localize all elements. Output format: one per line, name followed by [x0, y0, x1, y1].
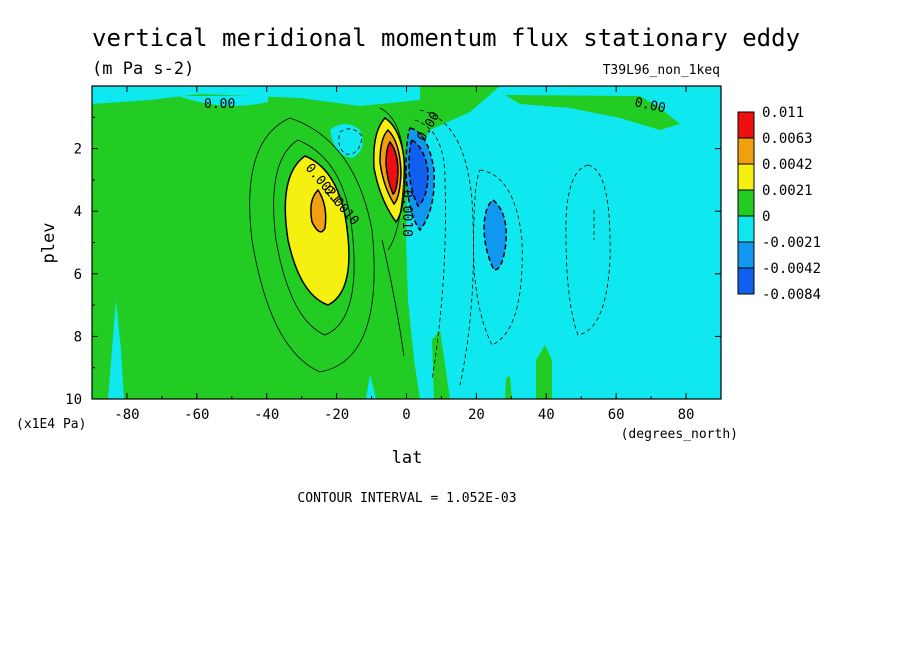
- contour-eq-pos2: [381, 239, 405, 357]
- y-tick-label: 4: [74, 204, 82, 220]
- contour-interval-label: CONTOUR INTERVAL = 1.052E-03: [297, 491, 516, 506]
- colorbar: 0.011 0.0063 0.0042 0.0021 0 -0.0021 -0.0042 -0…: [737, 105, 821, 303]
- x-tick-label: -40: [254, 407, 279, 423]
- x-axis: -80 -60 -40 -20 0 20 40 60 80: [91, 86, 722, 423]
- x-tick-label: -80: [114, 407, 139, 423]
- x-tick-label: 60: [608, 407, 625, 423]
- colorbar-level-label: -0.0042: [762, 261, 821, 277]
- colorbar-swatch: [737, 189, 755, 217]
- dashed-contour-lines: [338, 109, 611, 386]
- colorbar-swatch: [737, 241, 755, 269]
- green-spike-28N: [505, 376, 512, 399]
- x-tick-label: 40: [538, 407, 555, 423]
- colorbar-level-label: 0.0042: [762, 157, 813, 173]
- southern-maximum-core: [310, 188, 327, 233]
- northern-negative-region: [406, 86, 721, 399]
- colorbar-level-label: -0.0021: [762, 235, 821, 251]
- y-tick-label: 2: [74, 142, 82, 158]
- subtropical-negative-region: [483, 199, 507, 271]
- x-tick-label: -20: [324, 407, 349, 423]
- contour-n1: [414, 119, 446, 381]
- units-label: (m Pa s-2): [92, 59, 194, 79]
- colorbar-level-label: 0: [762, 209, 770, 225]
- colorbar-swatch: [737, 163, 755, 191]
- y-units-label: (x1E4 Pa): [16, 417, 86, 432]
- negative-blob-20S: [330, 124, 363, 158]
- colorbar-swatch: [737, 111, 755, 139]
- contour-s2: [249, 117, 375, 373]
- contour-label-2: 0.00: [633, 95, 667, 116]
- colorbar-swatch: [737, 215, 755, 243]
- equatorial-negative-core: [408, 138, 429, 208]
- thin-contour-lines: [249, 107, 405, 373]
- y-axis: 2 4 6 8 10: [65, 116, 721, 408]
- y-tick-label: 6: [74, 267, 82, 283]
- contour-n3: [472, 169, 523, 346]
- colorbar-swatch: [737, 137, 755, 165]
- colorbar-level-label: 0.011: [762, 105, 804, 121]
- colorbar-level-label: 0.0063: [762, 131, 813, 147]
- contour-n6: [338, 128, 363, 155]
- chart-title: vertical meridional momentum flux statio…: [92, 24, 800, 52]
- colorbar-swatch: [737, 267, 755, 295]
- y-tick-label: 8: [74, 329, 82, 345]
- x-units-label: (degrees_north): [621, 427, 738, 442]
- y-tick-label: 10: [65, 392, 82, 408]
- x-tick-label: 20: [468, 407, 485, 423]
- contour-eq-pos: [379, 107, 405, 251]
- contour-s1: [273, 139, 355, 336]
- x-tick-label: 0: [402, 407, 410, 423]
- equatorial-positive-core: [385, 140, 399, 196]
- dataset-label: T39L96_non_1keq: [603, 63, 720, 78]
- negative-spike-85S: [108, 300, 124, 399]
- x-tick-label: -60: [184, 407, 209, 423]
- green-patch-60N: [505, 95, 680, 130]
- negative-spike-20S-bottom: [366, 374, 376, 399]
- x-tick-label: 80: [678, 407, 695, 423]
- green-spike-37N: [536, 345, 552, 399]
- contour-n4: [565, 164, 611, 336]
- colorbar-level-label: 0.0021: [762, 183, 813, 199]
- contour-n2: [419, 109, 474, 386]
- colorbar-level-label: -0.0084: [762, 287, 821, 303]
- contour-label-1: 0.00: [204, 97, 235, 112]
- top-negative-blob: [178, 96, 268, 106]
- contour-field: [92, 86, 721, 399]
- x-axis-title: lat: [392, 448, 423, 468]
- y-axis-title: plev: [39, 223, 59, 264]
- contour-label-6: 0.0010: [399, 190, 414, 237]
